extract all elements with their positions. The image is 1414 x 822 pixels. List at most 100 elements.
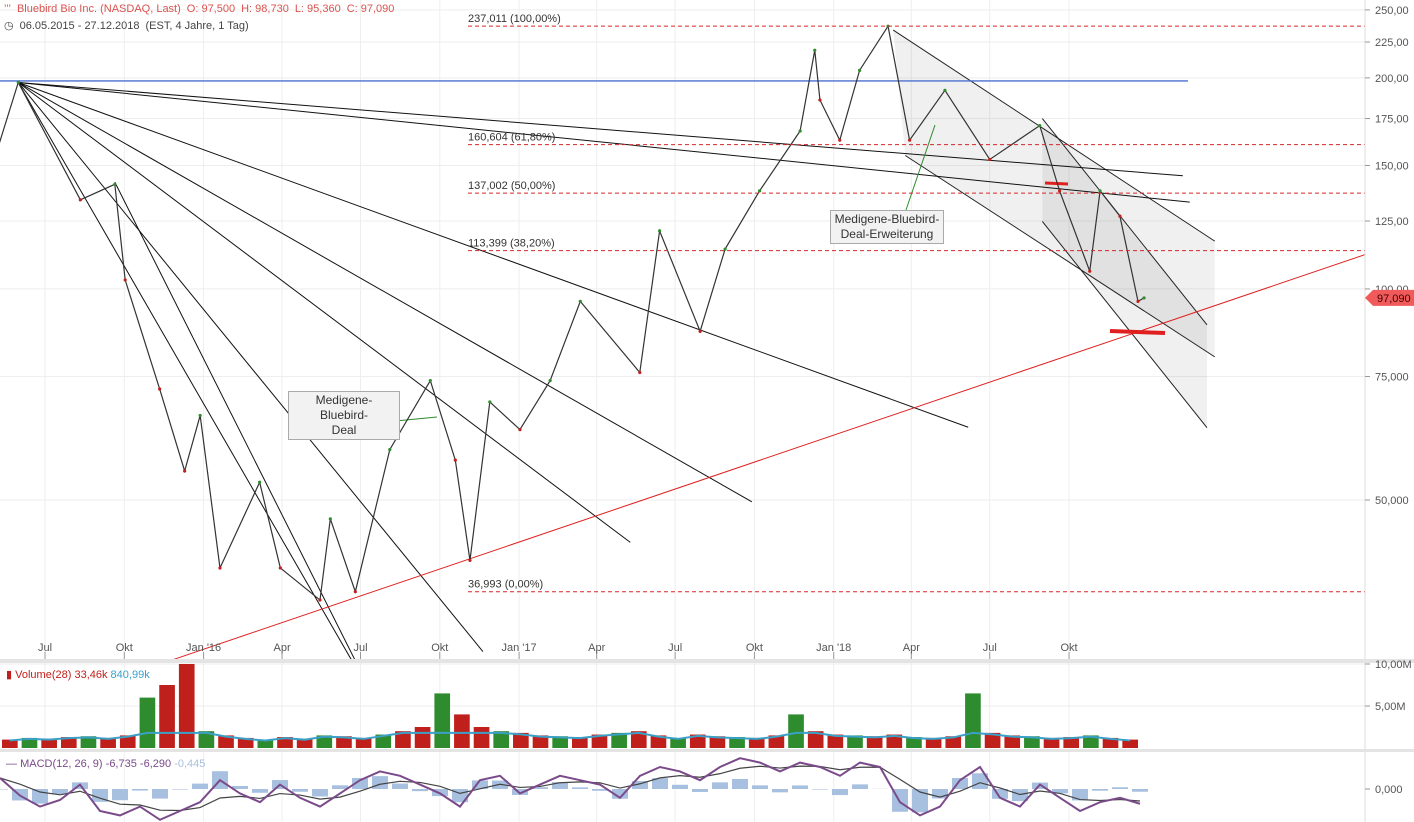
annotation-deal[interactable]: Medigene-Bluebird- Deal [288,391,400,440]
y-tick-label: 125,00 [1375,216,1409,228]
macd-hist-value: -0,445 [174,758,206,770]
macd-histogram-bar [1092,789,1108,791]
fan-line [18,82,753,503]
macd-histogram-bar [332,785,348,789]
macd-histogram-bar [1072,789,1088,801]
fib-level-label: 36,993 (0,00%) [468,579,543,591]
x-tick-label: Jul [353,642,367,654]
price-point [723,247,727,251]
volume-bar [965,693,981,748]
x-tick-label: Jul [38,642,52,654]
annotation-text: Medigene-Bluebird- [834,212,940,226]
macd-histogram-bar [52,789,68,795]
last-price-label: 97,090 [1377,293,1411,305]
price-point [388,448,392,452]
price-point [658,229,662,233]
volume-bar [1063,737,1080,748]
fib-level-label: 237,011 (100,00%) [468,13,561,25]
volume-bar [709,736,726,748]
macd-histogram-bar [1132,789,1148,792]
fan-line [18,82,969,428]
macd-histogram-bar [232,786,248,789]
price-point [353,590,357,594]
volume-bar [945,736,962,748]
last-price-marker [1365,289,1414,306]
volume-bar [316,735,333,748]
channel-line [1041,221,1208,429]
x-tick-label: Jan '17 [502,642,537,654]
macd-panel [0,757,1148,821]
instrument-title: Bluebird Bio Inc. (NASDAQ, Last) [16,3,181,15]
chart-type-icon[interactable]: ’’’ [4,3,11,15]
macd-histogram-bar [532,787,548,789]
volume-panel [2,664,1138,748]
macd-histogram-bar [752,785,768,789]
volume-bar [454,714,470,748]
fibonacci-levels: 237,011 (100,00%) 160,604 (61,80%) 137,002… [468,13,1365,593]
macd-histogram-bar [1052,789,1068,794]
x-tick-label: Apr [903,642,920,654]
volume-name: Volume(28) [15,669,72,681]
annotation-deal-extension[interactable]: Medigene-Bluebird- Deal-Erweiterung [830,210,944,244]
annotation-text: Deal-Erweiterung [840,227,934,241]
macd-histogram-bar [512,789,528,795]
volume-bar [336,736,352,748]
macd-histogram-bar [992,789,1008,799]
volume-bar [159,685,175,748]
macd-histogram-bar [0,789,8,790]
low-value: L: 95,360 [294,3,341,15]
volume-bar [257,739,274,748]
macd-histogram-bar [572,787,588,789]
trend-channel [1042,118,1207,428]
volume-tick-label: 5,00M [1375,701,1406,713]
annotation-text: Deal [331,423,357,437]
support-marker [1044,181,1069,186]
volume-bar [277,737,293,748]
volume-average-line [9,731,1131,742]
macd-histogram-bar [252,789,268,793]
chart-header-title: ’’’ Bluebird Bio Inc. (NASDAQ, Last) O: 97… [4,3,400,15]
volume-bar [395,731,411,748]
volume-bar [886,734,903,748]
close-value: C: 97,090 [346,3,395,15]
volume-bar [807,731,824,748]
x-tick-label: Okt [116,642,133,654]
volume-bar [611,732,627,748]
macd-histogram-bar [152,789,168,799]
support-marker [1109,329,1166,335]
trend-channel [893,30,1215,357]
y-tick-label: 150,00 [1375,160,1409,172]
macd-histogram-bar [652,778,668,789]
price-point [218,566,222,570]
fib-level-label: 160,604 (61,80%) [468,132,555,144]
price-point [1136,299,1140,303]
volume-bar [689,734,706,748]
volume-bar [925,737,942,748]
price-point [943,88,947,92]
price-point [638,370,642,375]
date-range[interactable]: 06.05.2015 - 27.12.2018 [19,20,140,32]
volume-bar [513,732,529,748]
price-point [857,68,862,72]
volume-bar [218,735,234,748]
price-point [123,278,127,282]
price-point [453,458,457,462]
volume-bar [670,737,686,748]
volume-bar [572,737,588,748]
x-tick-label: Apr [588,642,605,654]
price-point [1038,123,1042,128]
panel-separator [0,659,1414,663]
macd-histogram-bar [132,789,148,791]
macd-histogram-bar [372,776,388,789]
clock-icon: ◷ [4,20,14,32]
macd-histogram-bar [672,784,688,789]
macd-histogram-bar [952,778,968,789]
volume-bar [729,737,745,748]
macd-histogram-bar [292,789,308,792]
x-tick-label: Okt [431,642,448,654]
fib-level-label: 137,002 (50,00%) [468,180,555,192]
volume-bar [532,735,549,748]
volume-bar [375,734,392,748]
volume-bar [906,737,922,748]
